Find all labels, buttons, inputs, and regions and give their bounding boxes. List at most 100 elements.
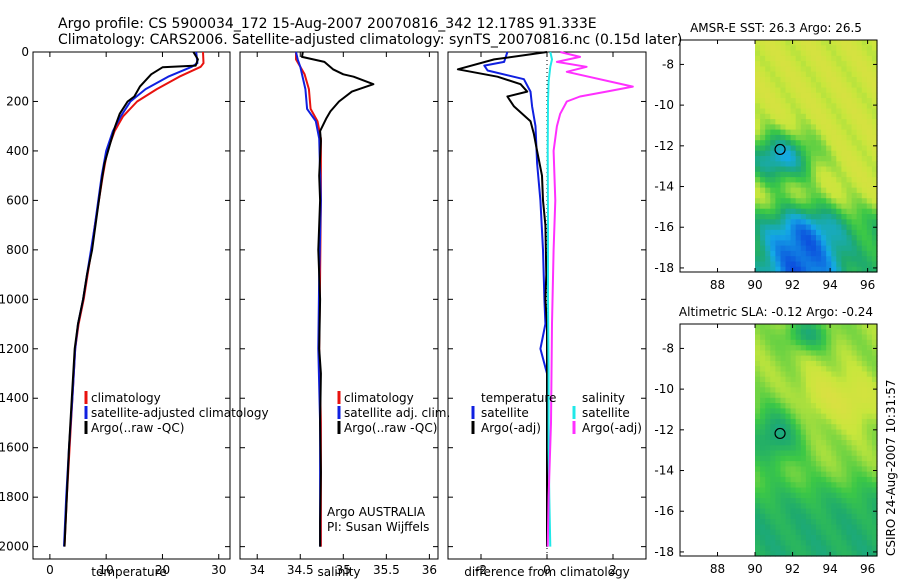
sla-heatmap-cell xyxy=(836,350,842,357)
sla-heatmap-cell xyxy=(826,440,832,446)
sla-heatmap-cell xyxy=(810,440,817,446)
sla-heatmap-cell xyxy=(836,371,842,378)
sla-heatmap-cell xyxy=(821,397,827,404)
sst-heatmap-cell xyxy=(821,103,827,110)
sla-heatmap-cell xyxy=(765,492,771,499)
sst-heatmap-cell xyxy=(816,219,822,226)
sla-heatmap-cell xyxy=(866,366,873,373)
sst-heatmap-cell xyxy=(790,156,797,162)
sla-heatmap-cell xyxy=(760,513,766,520)
sst-heatmap-cell xyxy=(755,55,761,62)
sst-heatmap-cell xyxy=(841,261,848,268)
sst-heatmap-cell xyxy=(861,166,868,173)
sla-heatmap-cell xyxy=(785,434,792,441)
sla-heatmap-cell xyxy=(861,387,868,394)
sst-heatmap-cell xyxy=(866,208,873,215)
sst-heatmap-cell xyxy=(861,103,868,110)
sst-map-xtick-label: 90 xyxy=(747,278,762,292)
sst-heatmap-cell xyxy=(836,256,842,263)
sst-heatmap-cell xyxy=(831,261,837,268)
sla-heatmap-cell xyxy=(831,466,837,473)
sst-heatmap-cell xyxy=(861,245,868,252)
sst-heatmap-cell xyxy=(861,203,868,210)
sst-heatmap-cell xyxy=(846,245,853,252)
sst-heatmap-cell xyxy=(821,171,827,178)
sla-heatmap-cell xyxy=(871,482,878,489)
sst-heatmap-cell xyxy=(836,76,842,83)
sst-heatmap-cell xyxy=(780,182,787,189)
sla-heatmap-cell xyxy=(780,403,787,409)
sst-heatmap-cell xyxy=(871,171,878,178)
sla-heatmap-cell xyxy=(810,334,817,341)
sst-heatmap-cell xyxy=(871,119,878,125)
sla-heatmap-cell xyxy=(795,540,802,547)
sla-heatmap-cell xyxy=(785,413,792,420)
sst-heatmap-cell xyxy=(831,198,837,205)
difference-legend: temperature satellite Argo(-adj) salinit… xyxy=(471,391,642,435)
sla-heatmap-cell xyxy=(775,408,782,415)
sst-heatmap-cell xyxy=(871,229,878,236)
sla-heatmap-cell xyxy=(816,418,822,425)
sla-heatmap-cell xyxy=(836,329,842,336)
sst-heatmap-cell xyxy=(770,250,776,257)
sla-heatmap-cell xyxy=(856,503,863,510)
sst-heatmap-cell xyxy=(810,192,817,199)
sla-heatmap-cell xyxy=(831,324,837,330)
sst-heatmap-cell xyxy=(861,45,868,52)
sla-heatmap-cell xyxy=(770,503,776,510)
sla-heatmap-cell xyxy=(866,524,873,531)
sst-heatmap-cell xyxy=(841,40,848,46)
sla-heatmap-cell xyxy=(765,350,771,357)
sst-heatmap-cell xyxy=(826,219,832,226)
sst-heatmap-cell xyxy=(775,187,782,194)
sst-heatmap-cell xyxy=(800,214,807,220)
sst-heatmap-cell xyxy=(785,87,792,94)
sst-heatmap-cell xyxy=(770,140,776,147)
sst-heatmap-cell xyxy=(851,66,858,73)
sst-heatmap-cell xyxy=(871,55,878,62)
sst-heatmap-cell xyxy=(836,45,842,52)
sla-heatmap-cell xyxy=(861,540,868,547)
sla-heatmap-cell xyxy=(805,540,812,547)
sla-heatmap-cell xyxy=(861,408,868,415)
sst-heatmap-cell xyxy=(816,103,822,110)
sla-heatmap-cell xyxy=(841,382,848,388)
sla-heatmap-cell xyxy=(755,492,761,499)
salinity-series-2-line xyxy=(301,51,375,547)
sla-heatmap-cell xyxy=(775,360,782,367)
sla-heatmap-cell xyxy=(805,534,812,541)
sst-heatmap-cell xyxy=(846,171,853,178)
sst-heatmap-cell xyxy=(810,66,817,73)
sla-heatmap-cell xyxy=(856,424,863,431)
sst-heatmap-cell xyxy=(846,161,853,168)
sst-heatmap-cell xyxy=(810,208,817,215)
sst-heatmap-cell xyxy=(871,76,878,83)
sst-heatmap-cell xyxy=(851,50,858,57)
sst-heatmap-cell xyxy=(821,50,827,57)
sla-heatmap-cell xyxy=(805,513,812,520)
sst-heatmap-cell xyxy=(866,224,873,231)
sst-heatmap-cell xyxy=(856,61,863,67)
sst-heatmap-cell xyxy=(861,66,868,73)
sst-heatmap-cell xyxy=(795,71,802,78)
sla-heatmap-cell xyxy=(836,545,842,552)
sst-heatmap-cell xyxy=(861,98,868,104)
sla-heatmap-cell xyxy=(795,434,802,441)
sla-heatmap-cell xyxy=(851,376,858,383)
sst-heatmap-cell xyxy=(861,182,868,189)
sst-heatmap-cell xyxy=(871,82,878,89)
sla-heatmap-cell xyxy=(775,503,782,510)
sst-heatmap-cell xyxy=(866,235,873,241)
sla-heatmap-cell xyxy=(805,482,812,489)
sla-heatmap-cell xyxy=(826,534,832,541)
sst-heatmap-cell xyxy=(871,129,878,136)
sst-heatmap-cell xyxy=(765,50,771,57)
sla-heatmap-cell xyxy=(861,392,868,399)
sst-heatmap-cell xyxy=(861,87,868,94)
sla-heatmap-cell xyxy=(861,350,868,357)
sst-heatmap-cell xyxy=(790,214,797,220)
salinity-panel: 34 34.5 35 35.5 36 salinity climatology sate… xyxy=(239,51,450,579)
sla-heatmap-cell xyxy=(805,487,812,494)
sst-heatmap-cell xyxy=(851,266,858,273)
sst-heatmap-cell xyxy=(760,82,766,89)
